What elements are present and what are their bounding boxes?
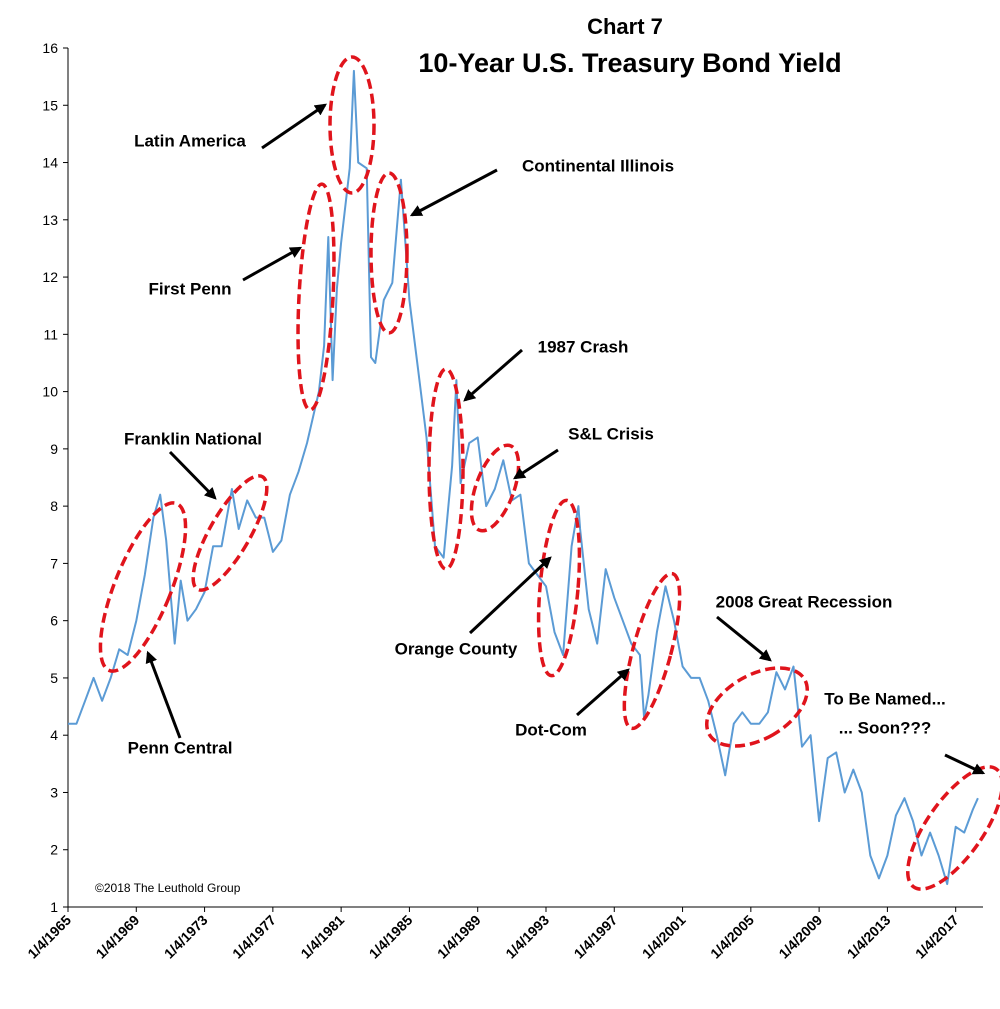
- ellipse: [705, 666, 809, 748]
- arrow: [716, 615, 772, 662]
- annotation-shapes: [98, 55, 1000, 891]
- ellipse: [622, 571, 682, 731]
- arrow: [242, 246, 303, 282]
- ellipse: [328, 55, 376, 195]
- annotation: Penn Central: [128, 738, 233, 757]
- annotation: First Penn: [148, 279, 231, 298]
- y-tick-label: 3: [50, 784, 58, 800]
- y-tick-label: 9: [50, 441, 58, 457]
- arrow: [468, 556, 552, 635]
- annotation: Continental Illinois: [522, 156, 674, 175]
- y-tick-label: 13: [42, 212, 58, 228]
- chart-label: Chart 7: [587, 14, 663, 39]
- arrow: [576, 668, 630, 717]
- arrow: [168, 450, 217, 500]
- annotation: To Be Named...: [824, 689, 946, 708]
- ellipse: [98, 501, 188, 673]
- annotation: ... Soon???: [839, 718, 932, 737]
- annotation: 1987 Crash: [538, 337, 629, 356]
- arrow: [409, 168, 498, 217]
- annotation: Latin America: [134, 131, 246, 150]
- ellipse: [296, 182, 336, 412]
- y-tick-label: 16: [42, 40, 58, 56]
- arrow: [944, 753, 986, 775]
- yield-line: [68, 69, 979, 886]
- arrow: [261, 103, 327, 150]
- y-tick-label: 10: [42, 384, 58, 400]
- ellipse: [191, 474, 269, 592]
- annotation: S&L Crisis: [568, 424, 654, 443]
- y-tick-label: 15: [42, 97, 58, 113]
- arrow: [512, 448, 559, 480]
- ellipse: [427, 367, 465, 571]
- y-tick-label: 12: [42, 269, 58, 285]
- ellipse: [369, 171, 409, 335]
- annotation: Dot-Com: [515, 720, 587, 739]
- y-tick-label: 4: [50, 727, 58, 743]
- annotation: Orange County: [395, 639, 518, 658]
- y-tick-label: 8: [50, 498, 58, 514]
- ellipse: [469, 443, 521, 533]
- annotation: Franklin National: [124, 429, 262, 448]
- y-tick-label: 6: [50, 613, 58, 629]
- y-tick-label: 11: [43, 326, 58, 342]
- arrow: [145, 650, 182, 739]
- y-tick-label: 7: [50, 555, 58, 571]
- y-tick-label: 5: [50, 670, 58, 686]
- y-tick-label: 2: [50, 842, 58, 858]
- source: ©2018 The Leuthold Group: [95, 881, 241, 895]
- y-tick-label: 1: [50, 899, 58, 915]
- y-tick-label: 14: [42, 155, 58, 171]
- annotation: 2008 Great Recession: [716, 592, 893, 611]
- chart-title: 10-Year U.S. Treasury Bond Yield: [418, 48, 841, 78]
- arrow: [463, 348, 523, 402]
- ellipse: [536, 498, 582, 678]
- ellipse: [906, 765, 1000, 891]
